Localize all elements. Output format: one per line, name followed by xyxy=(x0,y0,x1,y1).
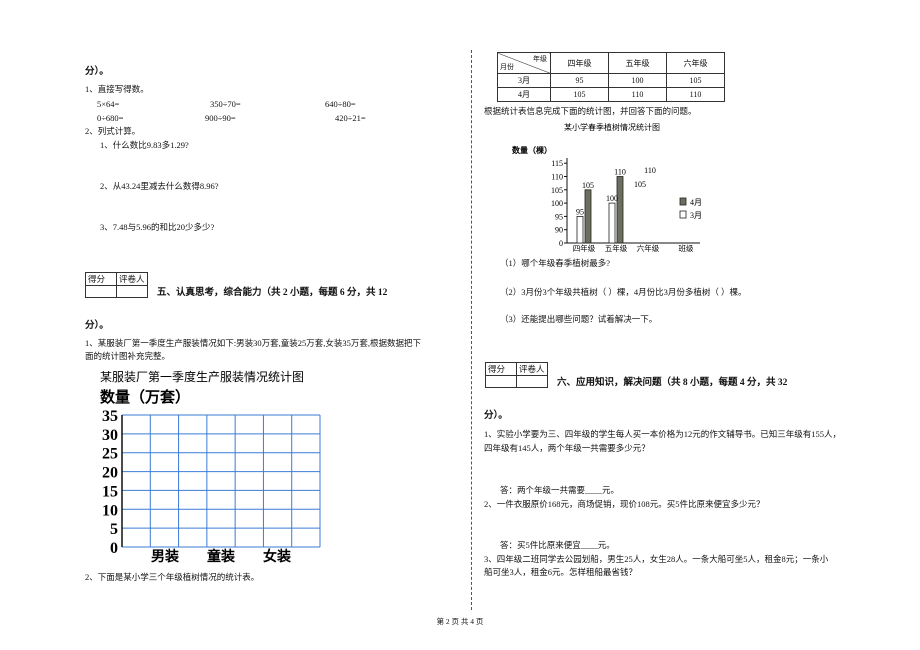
value-label: 110 xyxy=(644,166,656,175)
text: 2、下面是某小学三个年级植树情况的统计表。 xyxy=(85,572,260,582)
legend-swatch xyxy=(679,197,687,206)
text: 分）。 xyxy=(85,67,109,77)
corner: 年级月份 xyxy=(497,52,551,74)
y-tick-label: 115 xyxy=(551,159,563,168)
text: 年级 xyxy=(533,55,547,63)
y-tick-label: 15 xyxy=(102,483,118,500)
text: 2、一件衣服原价168元，商场促销，现价108元。买5件比原来便宜多少元？ xyxy=(484,499,765,509)
bar xyxy=(576,215,584,244)
y-tick-label: 20 xyxy=(102,465,118,482)
text: 1、某服装厂第一季度生产服装情况如下:男装30万套,童装25万套,女装35万套,… xyxy=(85,338,421,348)
x-tick-label: 童装 xyxy=(207,548,236,565)
y-tick-label: 0 xyxy=(110,540,118,557)
x-axis-label: 班级 xyxy=(679,243,694,253)
x-tick-label: 五年级 xyxy=(605,243,628,253)
value-label: 105 xyxy=(582,181,594,190)
section-title: 六、应用知识，解决问题（共 8 小题，每题 4 分，共 32 xyxy=(557,378,788,388)
text: 900÷90= xyxy=(205,113,236,123)
td: 105 xyxy=(550,87,609,102)
text: 分）。 xyxy=(85,321,109,331)
text: 根据统计表信息完成下面的统计图，并回答下面的问题。 xyxy=(484,106,697,116)
y-tick-label: 5 xyxy=(110,521,118,538)
y-tick-label: 90 xyxy=(555,226,563,235)
chart-title: 某服装厂第一季度生产服装情况统计图 xyxy=(100,369,304,384)
y-tick-label: 10 xyxy=(102,502,118,519)
text: 答：买5件比原来便宜____元。 xyxy=(500,540,615,550)
value-label: 105 xyxy=(634,180,646,189)
text: （2）3月份3个年级共植树（ ）棵，4月份比3月份多植树（ ）棵。 xyxy=(500,287,747,297)
y-axis-label: 数量（棵） xyxy=(512,145,552,155)
text: 四年级有145人，两个年级一共需要多少元？ xyxy=(484,443,650,453)
score-box: 得分 评卷人 xyxy=(85,272,148,298)
y-tick-label: 35 xyxy=(102,408,118,425)
text: 2、列式计算。 xyxy=(85,126,141,136)
legend-swatch xyxy=(679,210,687,219)
td: 110 xyxy=(666,87,725,102)
text: 船可坐3人，租金6元。怎样租船最省钱？ xyxy=(484,567,638,577)
text: 0÷680= xyxy=(97,113,124,123)
text: 1、什么数比9.83多1.29? xyxy=(100,140,189,150)
y-axis-label: 数量（万套） xyxy=(100,388,190,406)
text: 分）。 xyxy=(484,411,508,421)
section-title: 五、认真思考，综合能力（共 2 小题，每题 6 分，共 12 xyxy=(157,288,388,298)
y-tick-label: 105 xyxy=(551,186,563,195)
bar xyxy=(616,176,624,244)
y-tick-label: 30 xyxy=(102,427,118,444)
text: 3、四年级二班同学去公园划船，男生25人，女生28人。一条大船可坐5人，租金8元… xyxy=(484,554,829,564)
legend-label: 3月 xyxy=(690,211,702,220)
value-label: 100 xyxy=(606,194,618,203)
text: 5×64= xyxy=(97,99,120,109)
text: 420÷21= xyxy=(335,113,366,123)
y-tick-label: 95 xyxy=(555,212,563,221)
value-label: 95 xyxy=(576,207,584,216)
text: 答：两个年级一共需要____元。 xyxy=(500,485,620,495)
data-table: 年级 月份 四年级 五年级 六年级 3月 95 100 105 4月 105 110 110 xyxy=(497,52,725,102)
text: 面的统计图补充完整。 xyxy=(85,351,171,361)
y-tick-label: 100 xyxy=(551,199,563,208)
text: 1、直接写得数。 xyxy=(85,84,149,94)
y-tick-label: 110 xyxy=(551,173,563,182)
y-tick-label: 25 xyxy=(102,446,118,463)
text: （3）还能提出哪些问题？试着解决一下。 xyxy=(500,314,658,324)
text: 月份 xyxy=(500,63,514,71)
x-tick-label: 六年级 xyxy=(637,243,660,253)
bar xyxy=(608,202,616,244)
text: 3、7.48与5.96的和比20少多少? xyxy=(100,222,215,232)
legend-label: 4月 xyxy=(690,198,702,207)
text: （1）哪个年级春季植树最多? xyxy=(500,258,611,268)
value-label: 110 xyxy=(614,168,626,177)
text: 2、从43.24里减去什么数得8.96? xyxy=(100,181,219,191)
bar xyxy=(584,189,592,244)
y-tick-label: 0 xyxy=(559,239,563,248)
x-tick-label: 四年级 xyxy=(573,243,596,253)
text: 350÷70= xyxy=(210,99,241,109)
text: 640÷80= xyxy=(325,99,356,109)
text: 1、实验小学要为三、四年级的学生每人买一本价格为12元的作文辅导书。已知三年级有… xyxy=(484,429,842,439)
divider xyxy=(471,50,472,610)
x-tick-label: 女装 xyxy=(263,548,292,565)
x-tick-label: 男装 xyxy=(151,548,180,565)
footer: 第 2 页 共 4 页 xyxy=(436,617,484,626)
score-box: 得分 评卷人 xyxy=(485,362,548,388)
chart-title: 某小学春季植树情况统计图 xyxy=(564,122,660,132)
